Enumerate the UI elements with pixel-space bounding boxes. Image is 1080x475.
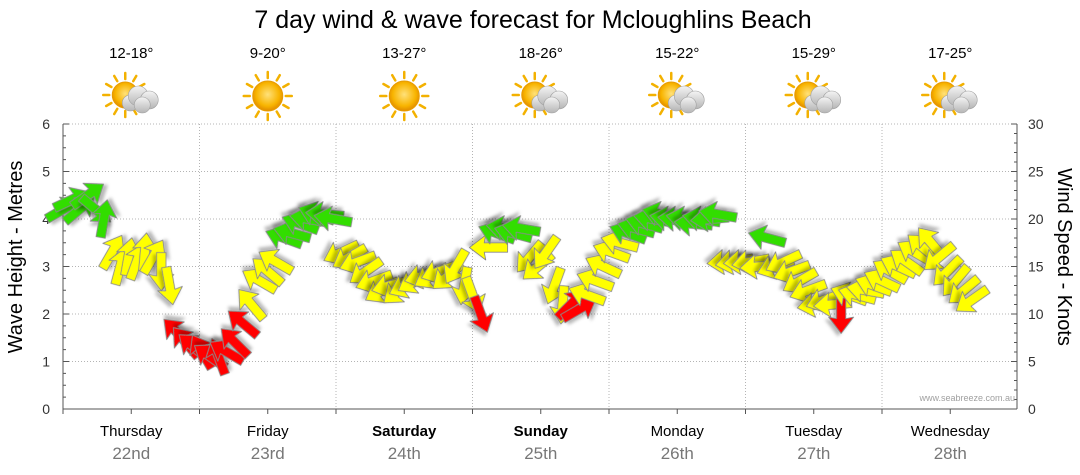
sun-icon: [379, 70, 430, 122]
right-tick-label: 10: [1028, 306, 1044, 322]
day-date-label: 23rd: [251, 444, 285, 463]
day-date-label: 24th: [388, 444, 421, 463]
day-name-label: Friday: [247, 423, 289, 440]
day-name-label: Saturday: [372, 423, 437, 440]
day-name-label: Monday: [651, 423, 705, 440]
left-tick-label: 0: [42, 401, 50, 417]
cloud-shape: [940, 85, 978, 114]
wind-arrow: [469, 294, 494, 333]
wind-arrow: [258, 249, 295, 276]
day-temperature: 18-26°: [519, 45, 563, 62]
partly-cloudy-icon: [921, 71, 978, 119]
left-tick-label: 6: [42, 116, 50, 132]
day-temperature: 13-27°: [382, 45, 426, 62]
wind-arrow: [220, 328, 252, 360]
day-labels: Thursday 22nd Friday 23rd Saturday 24th Sunday…: [100, 423, 990, 463]
wind-arrow: [91, 199, 118, 239]
day-temperature: 12-18°: [109, 45, 153, 62]
right-tick-label: 30: [1028, 116, 1044, 132]
right-tick-label: 25: [1028, 164, 1044, 180]
wind-arrow: [955, 284, 991, 313]
watermark: www.seabreeze.com.au: [918, 393, 1015, 403]
day-temperature: 15-22°: [655, 45, 699, 62]
wind-arrow: [501, 215, 542, 241]
wind-arrow: [748, 224, 788, 250]
cloud-shape: [531, 85, 569, 114]
wind-arrow: [533, 233, 562, 269]
wind-arrow: [698, 201, 738, 227]
partly-cloudy-icon: [784, 71, 842, 119]
cloud-shape: [121, 85, 159, 114]
cloud-shape: [804, 85, 842, 114]
day-temperature: 9-20°: [250, 45, 286, 62]
day-date-label: 26th: [661, 444, 694, 463]
cloud-shape: [667, 85, 705, 114]
left-tick-label: 2: [42, 306, 50, 322]
day-name-label: Sunday: [514, 423, 569, 440]
day-temperature: 15-29°: [792, 45, 836, 62]
sun-icon: [242, 70, 293, 122]
wind-arrow: [238, 289, 268, 323]
right-tick-label: 20: [1028, 211, 1044, 227]
chart-axes: 0 1 2 3 4 5 6 0 5 10 15 20 25 30: [42, 116, 1044, 417]
wind-arrow: [313, 205, 353, 232]
partly-cloudy-icon: [511, 71, 569, 119]
left-tick-label: 5: [42, 164, 50, 180]
day-date-label: 22nd: [112, 444, 150, 463]
day-date-label: 27th: [797, 444, 830, 463]
day-name-label: Thursday: [100, 423, 163, 440]
right-tick-label: 5: [1028, 354, 1036, 370]
left-axis-title: Wave Height - Metres: [5, 161, 27, 354]
right-tick-label: 0: [1028, 401, 1036, 417]
day-name-label: Tuesday: [785, 423, 842, 440]
left-tick-label: 4: [42, 211, 50, 227]
partly-cloudy-icon: [102, 71, 159, 119]
right-axis-title: Wind Speed - Knots: [1053, 168, 1075, 346]
day-temperature: 17-25°: [928, 45, 972, 62]
day-name-label: Wednesday: [911, 423, 990, 440]
chart-title: 7 day wind & wave forecast for Mcloughli…: [254, 6, 811, 34]
wind-arrows: [44, 182, 991, 377]
wind-arrow: [227, 310, 261, 340]
right-tick-label: 15: [1028, 259, 1044, 275]
day-date-label: 25th: [524, 444, 557, 463]
partly-cloudy-icon: [648, 71, 705, 119]
wind-arrow: [157, 265, 183, 306]
left-tick-label: 1: [42, 354, 50, 370]
left-tick-label: 3: [42, 259, 50, 275]
day-date-label: 28th: [934, 444, 967, 463]
day-weather-header: 12-18° 9-20° 13-27° 18-26° 15-22° 15-29° 17-25…: [102, 45, 978, 122]
